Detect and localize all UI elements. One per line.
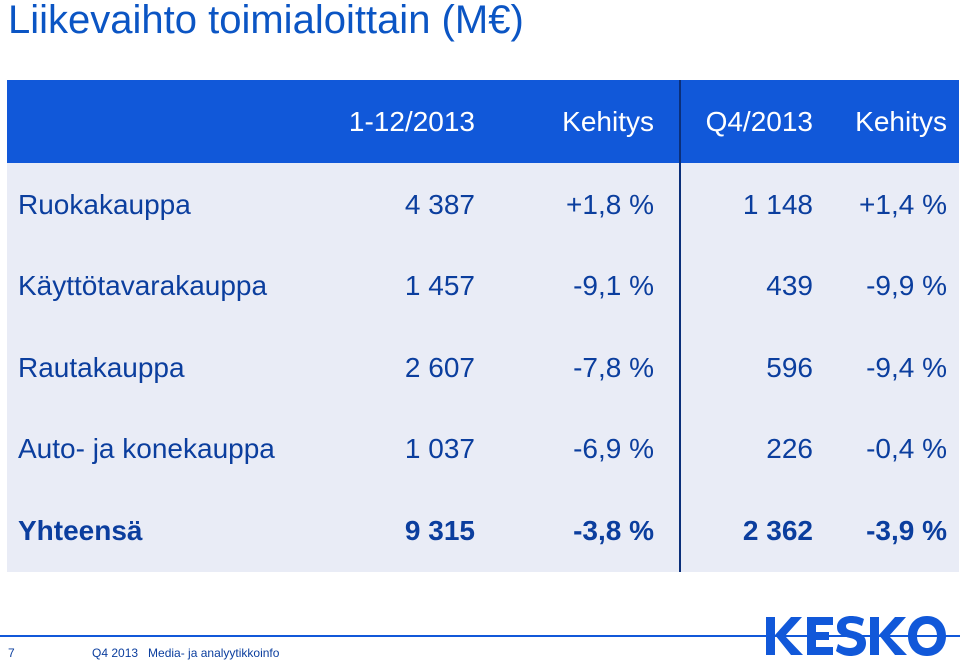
row-value: 4 387 xyxy=(404,189,475,220)
total-value: 2 362 xyxy=(742,515,813,546)
header-col-4: Kehitys xyxy=(855,106,947,137)
header-col-1: 1-12/2013 xyxy=(348,106,475,137)
row-value: 1 148 xyxy=(742,189,813,220)
total-value: 9 315 xyxy=(404,515,475,546)
page-number: 7 xyxy=(8,646,15,660)
table-header: 1-12/2013 Kehitys Q4/2013 Kehitys xyxy=(7,80,959,163)
header-col-3: Q4/2013 xyxy=(705,106,813,137)
row-label: Auto- ja konekauppa xyxy=(18,433,275,464)
row-value: 226 xyxy=(766,433,813,464)
row-value: 596 xyxy=(766,352,813,383)
row-value: -9,1 % xyxy=(573,270,654,301)
kesko-logo xyxy=(764,613,948,664)
row-label: Käyttötavarakauppa xyxy=(18,270,268,301)
total-value: -3,9 % xyxy=(866,515,947,546)
total-label: Yhteensä xyxy=(18,515,143,546)
column-divider xyxy=(679,80,681,572)
total-value: -3,8 % xyxy=(573,515,654,546)
page-title: Liikevaihto toimialoittain (M€) xyxy=(8,0,524,42)
revenue-table: 1-12/2013 Kehitys Q4/2013 Kehitys Ruokak… xyxy=(7,80,959,572)
footer-divider xyxy=(0,635,960,637)
row-value: 1 457 xyxy=(404,270,475,301)
row-value: -6,9 % xyxy=(573,433,654,464)
row-label: Rautakauppa xyxy=(18,352,185,383)
row-value: +1,4 % xyxy=(859,189,947,220)
header-col-2: Kehitys xyxy=(562,106,654,137)
row-value: 439 xyxy=(766,270,813,301)
row-label: Ruokakauppa xyxy=(18,189,191,220)
row-value: 1 037 xyxy=(404,433,475,464)
row-value: -9,9 % xyxy=(866,270,947,301)
footer-text: Q4 2013 Media- ja analyytikkoinfo xyxy=(92,646,280,660)
row-value: +1,8 % xyxy=(566,189,654,220)
row-value: 2 607 xyxy=(404,352,475,383)
row-value: -7,8 % xyxy=(573,352,654,383)
row-value: -0,4 % xyxy=(866,433,947,464)
row-value: -9,4 % xyxy=(866,352,947,383)
